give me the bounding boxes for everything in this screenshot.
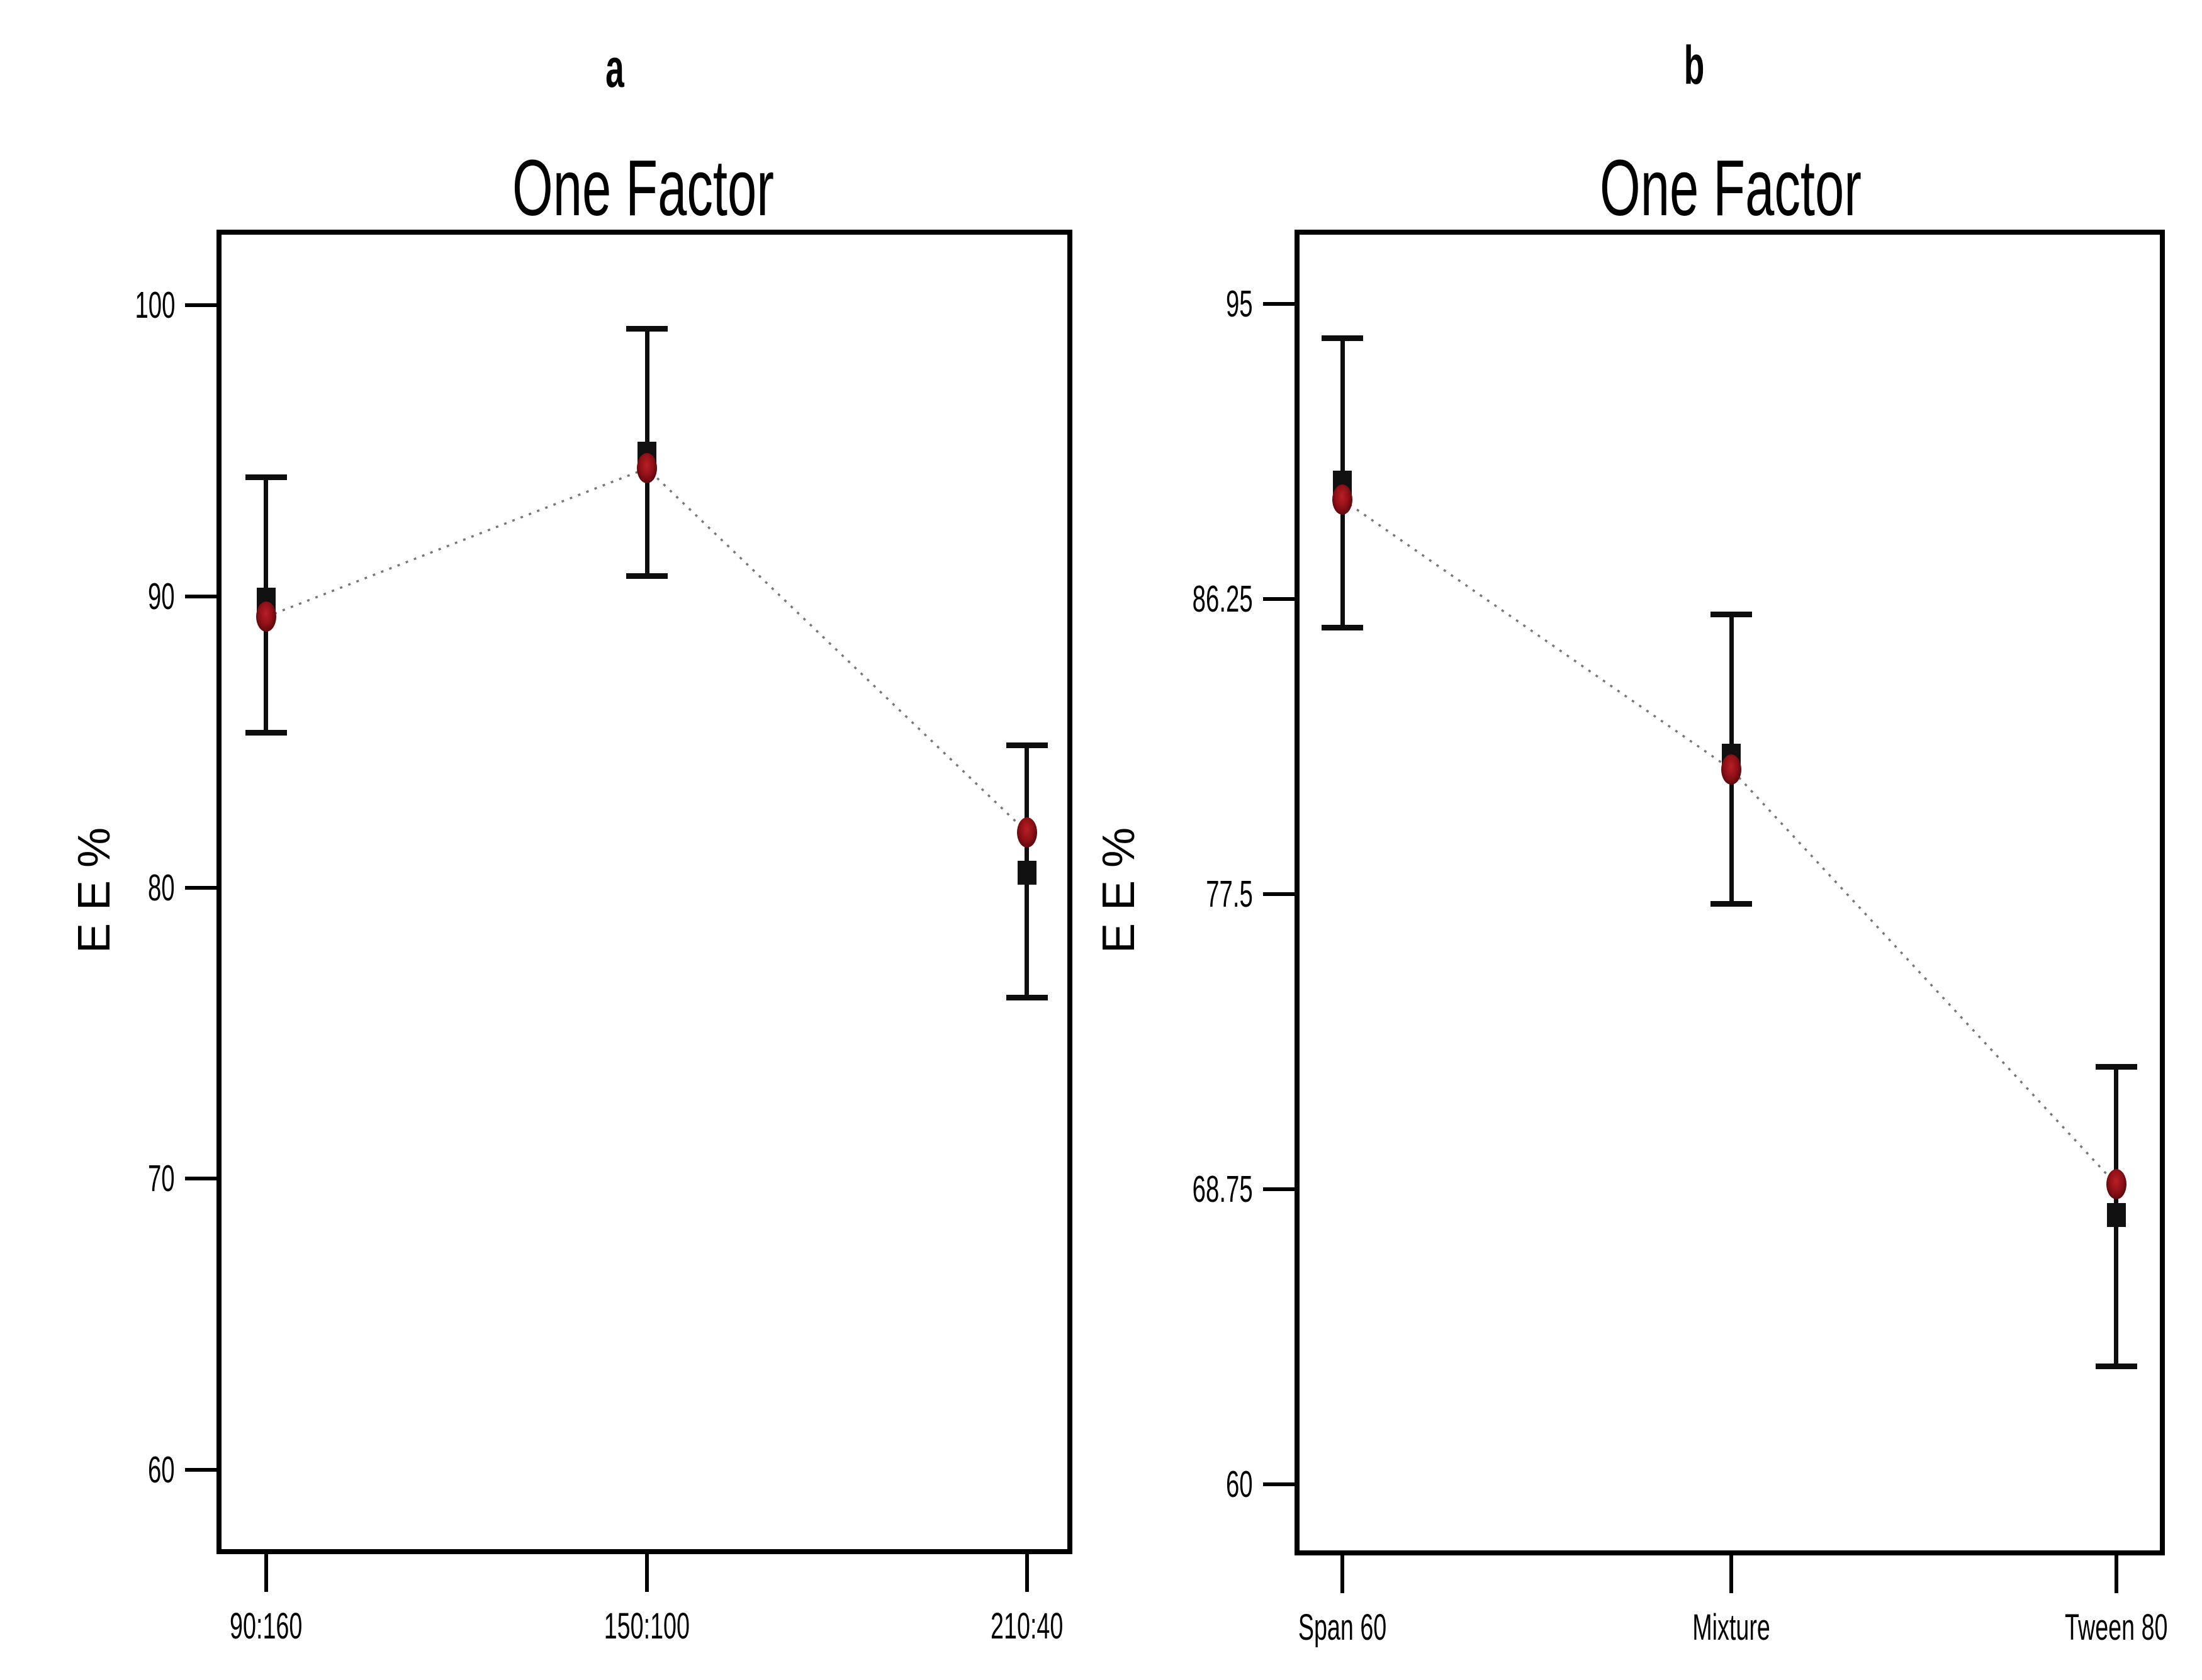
x-tick (264, 1554, 268, 1592)
circle-marker (1332, 484, 1353, 515)
y-tick-label: 95 (1082, 283, 1253, 325)
x-tick-label-text: 210:40 (991, 1606, 1064, 1647)
x-tick-label: 150:100 (508, 1608, 785, 1645)
panel-label-a: a (600, 38, 630, 100)
x-tick-label-text: Mixture (1692, 1607, 1771, 1648)
y-tick-label: 60 (1082, 1466, 1253, 1503)
y-tick-label-text: 90 (148, 575, 175, 617)
panel-label-b: b (1678, 35, 1711, 97)
circle-marker (256, 602, 276, 632)
y-tick (1263, 301, 1295, 306)
x-tick-label: Span 60 (1204, 1610, 1481, 1646)
plot-a-title: One Factor (445, 142, 841, 233)
error-bar-cap-bottom (1710, 901, 1753, 907)
x-tick-label-text: Span 60 (1298, 1607, 1387, 1648)
x-tick (1729, 1555, 1734, 1593)
y-tick (185, 1177, 216, 1181)
error-bar-cap-top (626, 326, 668, 332)
y-tick-label: 100 (4, 287, 175, 324)
y-tick-label: 60 (4, 1448, 175, 1491)
error-bar-cap-top (2095, 1063, 2137, 1070)
y-tick (1263, 597, 1295, 602)
y-tick-label: 90 (4, 578, 175, 615)
error-bar-cap-top (1710, 612, 1753, 618)
panel-label-a-text: a (605, 38, 624, 99)
error-bar-cap-bottom (1006, 995, 1048, 1001)
error-bar-cap-top (245, 474, 287, 481)
circle-marker (1721, 754, 1742, 785)
plot-a-title-text: One Factor (512, 143, 774, 232)
error-bar-cap-bottom (626, 573, 668, 579)
x-tick-label-text: Tween 80 (2064, 1607, 2168, 1648)
y-tick-label: 77.5 (1082, 876, 1253, 913)
y-tick (185, 303, 216, 308)
y-tick-label-text: 68.75 (1193, 1168, 1253, 1211)
y-tick (1263, 892, 1295, 897)
plot-box (1295, 230, 2165, 1555)
x-tick (1340, 1555, 1345, 1593)
y-tick-label-text: 60 (148, 1448, 175, 1491)
y-tick-label-text: 80 (148, 866, 175, 909)
square-marker (1017, 861, 1036, 885)
plot-b-title: One Factor (1532, 142, 1929, 233)
error-bar-cap-bottom (245, 730, 287, 736)
y-tick-label: 80 (4, 866, 175, 909)
y-tick (185, 594, 216, 598)
y-tick-label: 86.25 (1082, 581, 1253, 618)
y-tick-label-text: 77.5 (1206, 873, 1253, 916)
connector-line (266, 467, 1028, 833)
y-tick-label-text: 95 (1226, 283, 1253, 325)
x-tick-label: 210:40 (889, 1608, 1166, 1645)
x-tick-label-text: 150:100 (604, 1606, 690, 1647)
x-tick (1025, 1554, 1029, 1592)
x-tick-label: Tween 80 (1978, 1610, 2202, 1646)
panel-label-b-text: b (1683, 35, 1705, 96)
error-bar-cap-top (1322, 335, 1364, 341)
y-tick-label-text: 60 (1226, 1464, 1253, 1506)
error-bar-cap-bottom (2095, 1363, 2137, 1369)
x-tick (2114, 1555, 2118, 1593)
y-tick-label: 68.75 (1082, 1171, 1253, 1208)
square-marker (2106, 1202, 2126, 1227)
x-tick-label: Mixture (1593, 1610, 1870, 1646)
y-tick (185, 885, 216, 890)
x-tick-label: 90:160 (128, 1608, 405, 1645)
error-bar-cap-top (1006, 742, 1048, 748)
y-tick-label-text: 86.25 (1193, 578, 1253, 620)
y-tick (1263, 1482, 1295, 1487)
y-tick (185, 1467, 216, 1472)
y-tick-label-text: 100 (135, 284, 175, 327)
plot-box (216, 230, 1072, 1554)
x-tick-label-text: 90:160 (230, 1606, 303, 1647)
circle-marker (2106, 1169, 2126, 1200)
y-tick-label-text: 70 (148, 1158, 175, 1200)
y-tick-label: 70 (4, 1160, 175, 1197)
error-bar-cap-bottom (1322, 624, 1364, 630)
y-tick (1263, 1187, 1295, 1192)
circle-marker (1016, 817, 1037, 848)
x-tick (645, 1554, 649, 1592)
circle-marker (637, 453, 658, 484)
plot-b-title-text: One Factor (1600, 143, 1862, 232)
